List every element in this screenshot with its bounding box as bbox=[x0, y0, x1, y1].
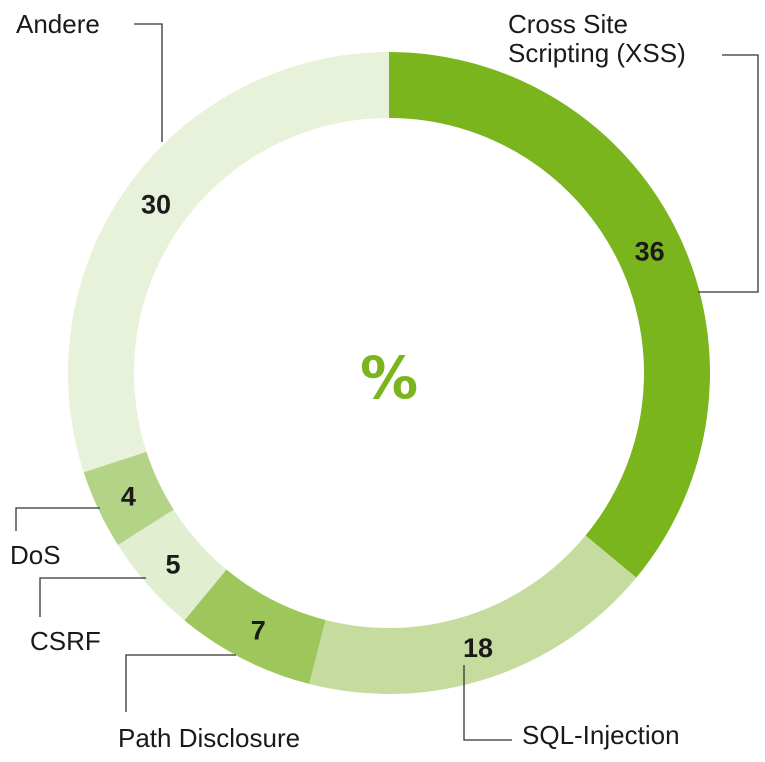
leader-lines bbox=[15, 23, 759, 741]
value-label-andere: 30 bbox=[141, 190, 171, 220]
value-label-dos: 4 bbox=[121, 482, 136, 512]
leader-line-andere bbox=[134, 23, 163, 142]
value-label-csrf: 5 bbox=[165, 549, 180, 579]
category-label-andere: Andere bbox=[16, 9, 100, 39]
leader-line-csrf bbox=[39, 577, 146, 617]
center-percent-label: % bbox=[360, 344, 418, 412]
category-label-sql-injection: SQL-Injection bbox=[522, 720, 680, 750]
slice-andere bbox=[67, 52, 390, 473]
value-label-path-disclosure: 7 bbox=[251, 616, 266, 646]
value-label-sql-injection: 18 bbox=[463, 633, 493, 663]
leader-line-cross-site-scripting-xss bbox=[698, 54, 759, 293]
category-label-path-disclosure: Path Disclosure bbox=[118, 723, 300, 753]
leader-line-dos bbox=[15, 507, 100, 531]
slice-sql-injection bbox=[309, 535, 637, 695]
slice-path-disclosure bbox=[184, 569, 326, 684]
category-label-csrf: CSRF bbox=[30, 626, 101, 656]
category-label-dos: DoS bbox=[10, 540, 61, 570]
category-label-cross-site-scripting-xss: Cross Site Scripting (XSS) bbox=[508, 9, 686, 68]
donut-slices bbox=[67, 52, 710, 695]
value-label-cross-site-scripting-xss: 36 bbox=[635, 236, 665, 266]
leader-line-sql-injection bbox=[463, 665, 512, 741]
slice-csrf bbox=[117, 509, 227, 621]
slice-dos bbox=[83, 451, 174, 546]
slice-cross-site-scripting-xss bbox=[389, 52, 710, 578]
category-labels: Cross Site Scripting (XSS) SQL-Injection Pa… bbox=[10, 9, 686, 753]
leader-line-path-disclosure bbox=[125, 654, 236, 712]
value-labels: 36 18 7 5 4 30 bbox=[121, 190, 665, 663]
